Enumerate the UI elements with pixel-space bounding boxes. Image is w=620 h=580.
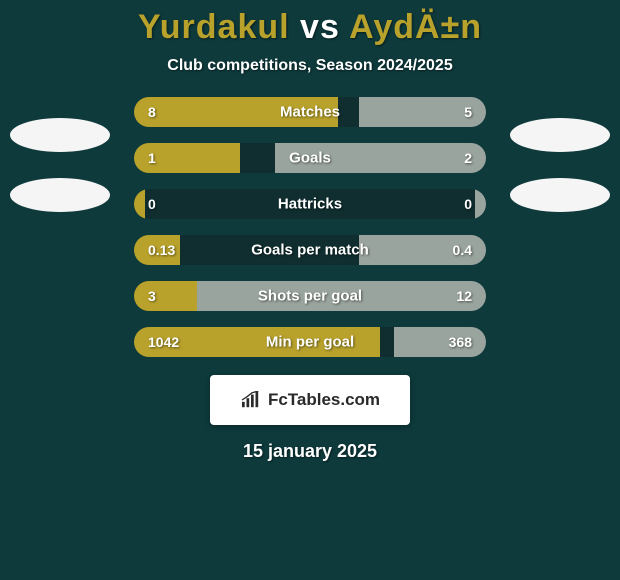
avatar-right-1: [510, 118, 610, 152]
stat-bar: 85Matches: [134, 97, 486, 127]
bar-center-label: Hattricks: [134, 196, 486, 213]
logo-text: FcTables.com: [268, 390, 380, 410]
stat-bar: 312Shots per goal: [134, 281, 486, 311]
stat-bar: 12Goals: [134, 143, 486, 173]
source-logo: FcTables.com: [210, 375, 410, 425]
avatar-left-1: [10, 118, 110, 152]
stat-bars: 85Matches 12Goals 00Hattricks 0.130.4Goals …: [134, 97, 486, 357]
page-title: Yurdakul vs AydÄ±n: [0, 8, 620, 47]
player-b-name: AydÄ±n: [349, 8, 482, 46]
bar-center-label: Goals per match: [134, 242, 486, 259]
comparison-infographic: Yurdakul vs AydÄ±n Club competitions, Se…: [0, 0, 620, 580]
avatar-right-2: [510, 178, 610, 212]
bar-center-label: Min per goal: [134, 334, 486, 351]
subtitle: Club competitions, Season 2024/2025: [0, 57, 620, 75]
vs-label: vs: [300, 8, 340, 46]
date-label: 15 january 2025: [0, 441, 620, 462]
avatar-group-left: [10, 118, 110, 212]
stat-bar: 0.130.4Goals per match: [134, 235, 486, 265]
bar-center-label: Matches: [134, 104, 486, 121]
stat-bar: 00Hattricks: [134, 189, 486, 219]
bar-center-label: Goals: [134, 150, 486, 167]
player-a-name: Yurdakul: [138, 8, 290, 46]
avatar-group-right: [510, 118, 610, 212]
stat-bar: 1042368Min per goal: [134, 327, 486, 357]
bar-center-label: Shots per goal: [134, 288, 486, 305]
chart-icon: [240, 391, 262, 409]
avatar-left-2: [10, 178, 110, 212]
